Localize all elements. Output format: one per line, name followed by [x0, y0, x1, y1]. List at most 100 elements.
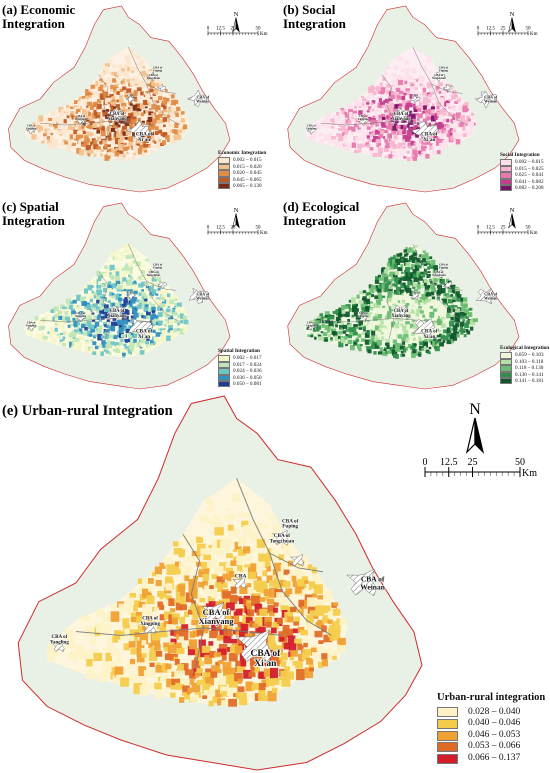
choropleth-cell [286, 596, 292, 603]
choropleth-cell [394, 123, 398, 127]
choropleth-cell [150, 122, 156, 128]
choropleth-cell [416, 257, 421, 263]
choropleth-cell [355, 97, 359, 103]
choropleth-cell [357, 137, 362, 141]
choropleth-cell [138, 666, 147, 676]
choropleth-cell [175, 323, 180, 328]
choropleth-cell [446, 134, 451, 137]
choropleth-cell [409, 75, 414, 80]
choropleth-cell [419, 312, 423, 317]
choropleth-cell [383, 277, 389, 283]
cba-label: Fuping [153, 69, 162, 73]
choropleth-cell [391, 79, 397, 84]
choropleth-cell [468, 312, 473, 317]
district-boundary [381, 74, 395, 142]
north-arrow-left [508, 213, 513, 229]
choropleth-cell [290, 650, 298, 657]
choropleth-cell [403, 249, 408, 253]
choropleth-cell [226, 667, 236, 678]
choropleth-cell [124, 108, 130, 113]
choropleth-cell [180, 678, 188, 684]
choropleth-cell [455, 308, 461, 313]
choropleth-cell [393, 294, 399, 301]
legend-swatch [218, 176, 230, 184]
choropleth-cell [469, 319, 476, 326]
choropleth-cell [240, 660, 247, 667]
choropleth-cell [84, 346, 91, 353]
choropleth-cell [327, 619, 333, 624]
choropleth-cell [307, 606, 317, 614]
choropleth-cell [390, 321, 396, 328]
legend-spatial: Spatial Integration 0.002 – 0.017 0.017 –… [218, 348, 262, 388]
choropleth-cell [456, 320, 460, 323]
choropleth-cell [383, 347, 387, 351]
choropleth-cell [418, 345, 424, 351]
choropleth-cell [115, 293, 121, 301]
choropleth-cell [71, 102, 75, 106]
choropleth-cell [141, 289, 144, 292]
choropleth-cell [96, 127, 101, 132]
choropleth-cell [369, 325, 374, 330]
choropleth-cell [372, 153, 378, 157]
choropleth-cell [402, 130, 407, 135]
choropleth-cell [158, 92, 163, 98]
choropleth-cell [370, 285, 376, 290]
choropleth-cell [148, 145, 152, 148]
choropleth-cell [128, 101, 133, 105]
choropleth-cell [468, 118, 471, 122]
choropleth-cell [419, 310, 424, 314]
choropleth-cell [299, 601, 308, 609]
choropleth-cell [79, 134, 84, 139]
choropleth-cell [97, 121, 101, 125]
choropleth-cell [171, 613, 180, 620]
legend-label: 0.065 – 0.130 [233, 183, 262, 190]
choropleth-cell [452, 325, 458, 330]
choropleth-cell [406, 124, 410, 128]
choropleth-cell [146, 293, 151, 298]
choropleth-cell [347, 335, 352, 339]
choropleth-cell [65, 316, 71, 321]
choropleth-cell [124, 72, 129, 78]
choropleth-cell [117, 81, 120, 84]
choropleth-cell [53, 306, 59, 313]
choropleth-cell [442, 319, 448, 324]
choropleth-cell [91, 111, 95, 114]
choropleth-cell [226, 553, 233, 559]
choropleth-cell [411, 291, 417, 296]
choropleth-cell [427, 93, 433, 98]
choropleth-cell [145, 341, 149, 345]
choropleth-cell [146, 334, 149, 337]
choropleth-cell [154, 89, 159, 94]
choropleth-cell [395, 138, 399, 142]
choropleth-cell [108, 284, 113, 290]
choropleth-cell [372, 316, 378, 321]
choropleth-cell [134, 76, 140, 82]
cba-label: Tongchuan [432, 273, 446, 277]
choropleth-cell [338, 144, 342, 148]
choropleth-cell [420, 271, 424, 275]
choropleth-cell [438, 114, 444, 121]
choropleth-cell [417, 113, 423, 119]
choropleth-cell [136, 299, 140, 303]
choropleth-cell [394, 154, 399, 159]
choropleth-cell [106, 312, 113, 318]
choropleth-cell [202, 683, 212, 695]
choropleth-cell [399, 345, 406, 350]
choropleth-cell [77, 307, 81, 312]
choropleth-cell [432, 309, 437, 312]
choropleth-cell [431, 150, 437, 155]
choropleth-cell [104, 79, 108, 83]
choropleth-cell [325, 320, 330, 324]
cba-label: CBA of [196, 94, 209, 99]
choropleth-cell [355, 303, 359, 307]
cba-tongchuan [146, 71, 159, 82]
choropleth-cell [148, 684, 155, 689]
choropleth-cell [184, 575, 190, 582]
choropleth-cell [331, 136, 336, 140]
choropleth-cell [427, 82, 433, 89]
choropleth-cell [100, 316, 105, 320]
choropleth-cell [126, 152, 129, 155]
choropleth-cell [155, 123, 161, 129]
choropleth-cell [405, 337, 411, 343]
